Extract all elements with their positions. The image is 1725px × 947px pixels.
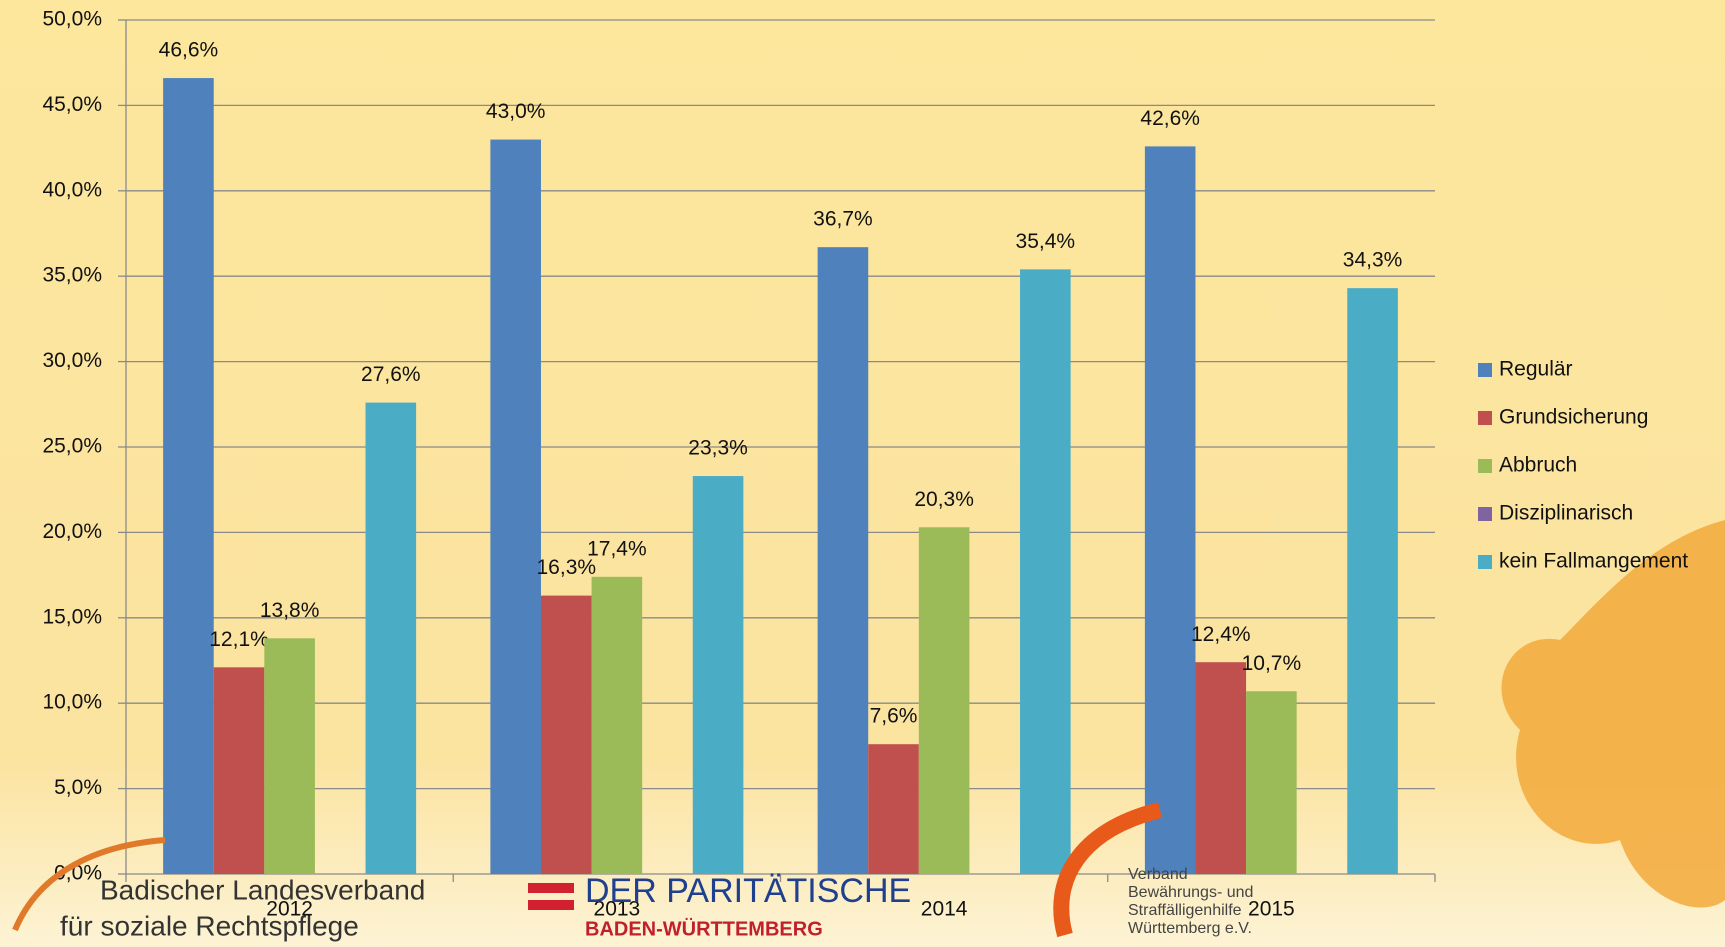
bar <box>214 667 265 874</box>
y-tick-label: 15,0% <box>42 605 102 628</box>
bar <box>541 596 592 874</box>
value-label: 27,6% <box>361 363 421 386</box>
value-label: 35,4% <box>1016 230 1076 253</box>
bar <box>1246 691 1297 874</box>
value-label: 12,1% <box>209 628 269 651</box>
legend-swatch <box>1478 459 1492 473</box>
bar <box>818 247 869 874</box>
value-label: 10,7% <box>1242 652 1302 675</box>
value-label: 23,3% <box>688 437 748 460</box>
value-label: 36,7% <box>813 208 873 231</box>
x-tick-label: 2015 <box>1248 898 1295 921</box>
y-tick-label: 35,0% <box>42 264 102 287</box>
bar <box>366 403 417 874</box>
logo-text: Straffälligenhilfe <box>1128 902 1242 919</box>
legend-label: Disziplinarisch <box>1499 502 1633 525</box>
bar <box>1347 288 1398 874</box>
bar <box>1020 269 1071 874</box>
value-label: 43,0% <box>486 100 546 123</box>
legend-label: Regulär <box>1499 358 1573 381</box>
y-tick-label: 25,0% <box>42 435 102 458</box>
logo-text: BADEN-WÜRTTEMBERG <box>585 917 823 940</box>
legend-label: Grundsicherung <box>1499 406 1648 429</box>
legend-swatch <box>1478 411 1492 425</box>
y-tick-label: 20,0% <box>42 520 102 543</box>
legend-label: Abbruch <box>1499 454 1577 477</box>
y-tick-label: 5,0% <box>54 776 102 799</box>
y-tick-label: 40,0% <box>42 178 102 201</box>
value-label: 46,6% <box>159 39 219 62</box>
logo-text: Badischer Landesverband <box>100 874 425 905</box>
bar <box>163 78 214 874</box>
value-label: 17,4% <box>587 537 647 560</box>
bar <box>1145 146 1196 874</box>
value-label: 42,6% <box>1140 107 1200 130</box>
value-label: 13,8% <box>260 599 320 622</box>
bar <box>693 476 744 874</box>
bar <box>264 638 315 874</box>
x-tick-label: 2014 <box>921 898 968 921</box>
bar <box>490 140 541 874</box>
legend-label: kein Fallmangement <box>1499 550 1688 573</box>
legend-swatch <box>1478 363 1492 377</box>
chart: 0,0%5,0%10,0%15,0%20,0%25,0%30,0%35,0%40… <box>0 0 1725 947</box>
logo-text: Verband <box>1128 866 1188 883</box>
value-label: 20,3% <box>914 488 974 511</box>
logo-text: Bewährungs- und <box>1128 884 1253 901</box>
logo-text: Württemberg e.V. <box>1128 920 1252 937</box>
bar <box>868 744 919 874</box>
bar <box>592 577 643 874</box>
y-tick-label: 45,0% <box>42 93 102 116</box>
y-tick-label: 10,0% <box>42 691 102 714</box>
bar <box>919 527 970 874</box>
bar <box>1195 662 1246 874</box>
value-label: 7,6% <box>870 705 918 728</box>
logo-text: für soziale Rechtspflege <box>60 910 359 941</box>
logo-text: DER PARITÄTISCHE <box>585 872 911 910</box>
legend-swatch <box>1478 555 1492 569</box>
legend-swatch <box>1478 507 1492 521</box>
y-tick-label: 50,0% <box>42 8 102 31</box>
y-tick-label: 30,0% <box>42 349 102 372</box>
value-label: 34,3% <box>1343 249 1403 272</box>
value-label: 12,4% <box>1191 623 1251 646</box>
